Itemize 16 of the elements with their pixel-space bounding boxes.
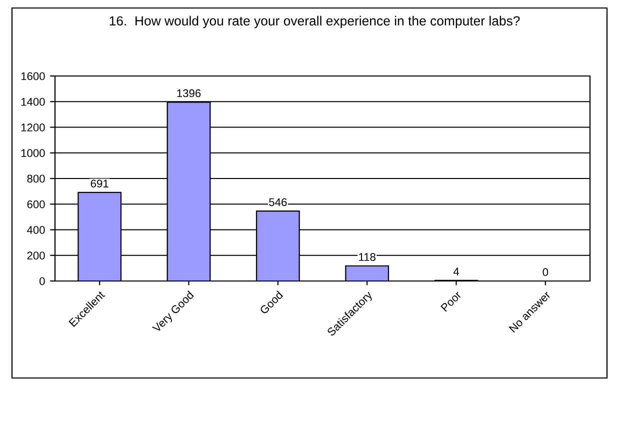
- y-tick-label: 800: [27, 174, 45, 183]
- y-tick-label: 0: [40, 277, 45, 286]
- y-tick-label: 400: [26, 226, 45, 234]
- data-label: 691: [90, 180, 108, 188]
- y-tick-label: 1200: [21, 124, 45, 132]
- data-label: 4: [453, 268, 460, 276]
- data-label: 1396: [177, 89, 201, 98]
- y-tick-label: 1400: [21, 98, 45, 106]
- y-tick-label: 1600: [21, 72, 45, 80]
- y-tick-label: 1000: [21, 149, 45, 158]
- y-tick-label: 200: [27, 252, 45, 260]
- data-label: 546: [269, 198, 287, 206]
- data-label: 0: [542, 268, 548, 276]
- data-label: 118: [359, 253, 376, 261]
- chart-title: 16. How would you rate your overall experience in the computer labs?: [110, 16, 520, 28]
- y-tick-label: 600: [27, 200, 45, 208]
